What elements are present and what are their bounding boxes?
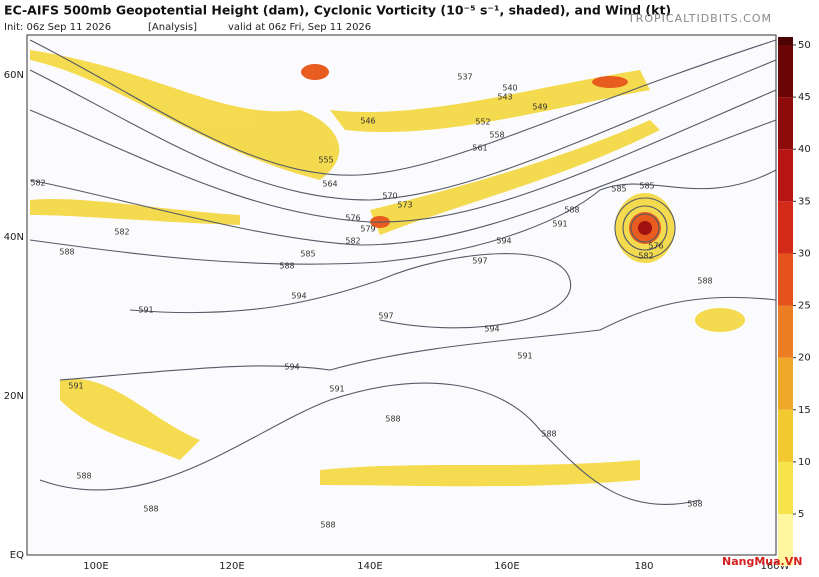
site-label: TROPICALTIDBITS.COM (627, 12, 772, 25)
contour-label: 588 (564, 206, 579, 215)
typhoon-center (638, 221, 652, 235)
contour-label: 588 (320, 521, 335, 530)
map-frame (26, 34, 777, 556)
colorbar-band (778, 97, 793, 150)
colorbar-label: 15 (798, 405, 811, 416)
contour-label: 540 (502, 84, 517, 93)
colorbar-band (778, 37, 793, 45)
lon-label: 120E (219, 561, 244, 572)
contour-label: 597 (378, 312, 393, 321)
contour-label: 555 (318, 156, 333, 165)
lon-label: 160E (494, 561, 519, 572)
contour-label: 594 (284, 363, 299, 372)
contour-label: 591 (552, 220, 567, 229)
colorbar-label: 45 (798, 92, 811, 103)
colorbar-band (778, 201, 793, 254)
colorbar-label: 20 (798, 353, 811, 364)
contour-label: 588 (697, 277, 712, 286)
contour-label: 585 (639, 182, 654, 191)
contour-label: 591 (138, 306, 153, 315)
lat-label: 20N (4, 391, 24, 402)
contour-label: 582 (638, 252, 653, 261)
contour-label: 594 (291, 292, 306, 301)
contour-label: 546 (360, 117, 375, 126)
lon-label: 100E (83, 561, 108, 572)
colorbar-label: 35 (798, 196, 811, 207)
contour-label: 543 (497, 93, 512, 102)
colorbar-band (778, 461, 793, 514)
contour-label: 588 (541, 430, 556, 439)
contour-label: 591 (329, 385, 344, 394)
lat-label: 60N (4, 70, 24, 81)
colorbar-band (778, 149, 793, 202)
colorbar-label: 25 (798, 301, 811, 312)
colorbar-band (778, 514, 793, 567)
lon-label: 160W (761, 561, 790, 572)
contour-label: 564 (322, 180, 337, 189)
contour-label: 585 (611, 185, 626, 194)
colorbar-band (778, 305, 793, 358)
analysis: [Analysis] (148, 22, 197, 33)
colorbar: 5 10 15 20 25 30 35 40 45 50 (778, 37, 811, 567)
contour-label: 558 (489, 131, 504, 140)
contour-label: 579 (360, 225, 375, 234)
colorbar-band (778, 253, 793, 306)
contour-label: 594 (484, 325, 499, 334)
contour-label: 585 (300, 250, 315, 259)
contour-label: 549 (532, 103, 547, 112)
colorbar-band (778, 357, 793, 410)
contour-label: 576 (648, 242, 663, 251)
contour-label: 576 (345, 214, 360, 223)
vorticity-shading (30, 50, 745, 487)
height-contours (29, 39, 777, 506)
contour-label: 573 (397, 201, 412, 210)
init: Init: 06z Sep 11 2026 (4, 22, 111, 33)
colorbar-label: 10 (798, 457, 811, 468)
contour-label: 588 (76, 472, 91, 481)
lon-label: 140E (357, 561, 382, 572)
contour-label: 597 (472, 257, 487, 266)
contour-label: 552 (475, 118, 490, 127)
contour-label: 582 (30, 179, 45, 188)
contour-label: 537 (457, 73, 472, 82)
contour-label: 588 (687, 500, 702, 509)
contour-label: 588 (143, 505, 158, 514)
contour-label: 588 (385, 415, 400, 424)
contour-label: 594 (496, 237, 511, 246)
colorbar-label: 50 (798, 40, 811, 51)
colorbar-label: 40 (798, 144, 811, 155)
contour-label: 591 (68, 382, 83, 391)
colorbar-label: 30 (798, 248, 811, 259)
contour-label: 588 (59, 248, 74, 257)
colorbar-band (778, 409, 793, 462)
contour-label: 561 (472, 144, 487, 153)
contour-label: 570 (382, 192, 397, 201)
watermark: NangMua.VN (722, 555, 802, 568)
contour-label: 582 (114, 228, 129, 237)
lat-label: EQ (10, 550, 24, 561)
contour-label: 591 (517, 352, 532, 361)
colorbar-band (778, 45, 793, 98)
lat-label: 40N (4, 232, 24, 243)
title: EC-AIFS 500mb Geopotential Height (dam),… (4, 3, 671, 18)
valid-time: valid at 06z Fri, Sep 11 2026 (228, 22, 371, 33)
contour-label: 588 (279, 262, 294, 271)
axes: 60N 40N 20N EQ 100E 120E 140E 160E 180 160W (4, 70, 790, 572)
colorbar-label: 5 (798, 509, 804, 520)
lon-label: 180 (634, 561, 653, 572)
contour-label: 582 (345, 237, 360, 246)
